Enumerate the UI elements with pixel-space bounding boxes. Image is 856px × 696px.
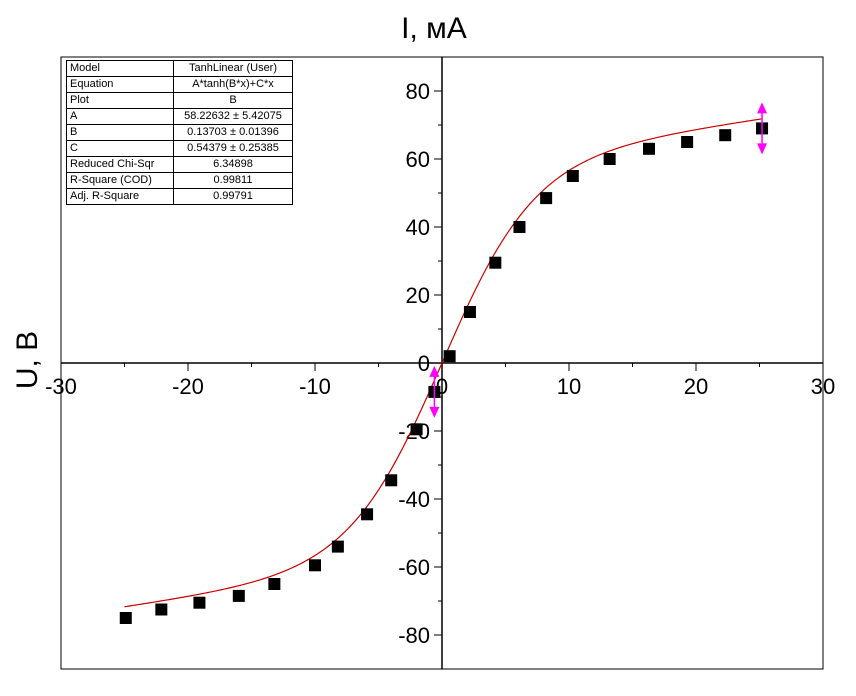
fit-table-value: TanhLinear (User): [173, 60, 293, 77]
data-point: [193, 596, 206, 609]
fit-table-value: 6.34898: [173, 156, 293, 173]
x-tick-label: -10: [299, 374, 331, 399]
fit-table-key: Equation: [66, 76, 174, 93]
y-tick-label: -60: [398, 555, 430, 580]
fit-table-value: 0.54379 ± 0.25385: [173, 140, 293, 157]
fit-table-key: Plot: [66, 92, 174, 109]
fit-table-row: Reduced Chi-Sqr 6.34898: [66, 156, 293, 173]
data-point: [268, 578, 281, 590]
data-point: [513, 221, 526, 233]
y-tick-label: -40: [398, 487, 430, 512]
y-tick-label: 80: [406, 79, 430, 104]
fit-table-value: 58.22632 ± 5.42075: [173, 108, 293, 125]
fit-table-value: A*tanh(B*x)+C*x: [173, 76, 293, 93]
data-point: [463, 306, 476, 318]
axis-ticks: [60, 56, 824, 670]
data-point: [643, 142, 656, 155]
range-marker-arrowhead-up: [757, 102, 768, 114]
y-tick-label: 0: [418, 351, 430, 376]
data-point: [603, 153, 616, 165]
range-marker-arrow: [757, 102, 768, 155]
range-markers: [429, 102, 768, 418]
x-tick-label: 30: [811, 374, 835, 399]
x-tick-label: -30: [45, 374, 77, 399]
fit-table-row: Adj. R-Square 0.99791: [66, 188, 293, 205]
fit-table-row: C 0.54379 ± 0.25385: [66, 140, 293, 157]
data-point: [489, 256, 502, 269]
x-tick-label: -20: [172, 374, 204, 399]
fit-table-row: R-Square (COD) 0.99811: [66, 172, 293, 189]
range-marker-arrowhead-down: [429, 406, 440, 418]
x-axis-title: I, мА: [401, 12, 467, 45]
fit-table-value: 0.13703 ± 0.01396: [173, 124, 293, 141]
y-tick-label: -80: [398, 623, 430, 648]
fit-table-row: Equation A*tanh(B*x)+C*x: [66, 76, 293, 93]
data-point: [119, 612, 132, 624]
range-marker-arrowhead-up: [429, 365, 440, 377]
fit-curve: [124, 118, 763, 608]
range-marker-arrowhead-down: [757, 143, 768, 155]
fit-table-key: C: [66, 140, 174, 157]
fit-table-row: B 0.13703 ± 0.01396: [66, 124, 293, 141]
fit-table-key: A: [66, 108, 174, 125]
y-axis-title: U, В: [11, 331, 44, 389]
fit-table-key: B: [66, 124, 174, 141]
data-point: [410, 423, 423, 436]
fit-results-table: Model TanhLinear (User) Equation A*tanh(B*x…: [66, 60, 293, 205]
fit-table-value: 0.99811: [173, 172, 293, 189]
fit-table-row: A 58.22632 ± 5.42075: [66, 108, 293, 125]
data-point: [681, 136, 694, 148]
data-point: [309, 559, 321, 572]
data-point: [443, 350, 456, 363]
fit-table-value: 0.99791: [173, 188, 293, 205]
fit-table-key: Reduced Chi-Sqr: [66, 156, 174, 173]
data-point: [232, 589, 245, 602]
data-point: [361, 508, 374, 521]
range-marker-arrow: [429, 365, 440, 418]
fit-table-key: Adj. R-Square: [66, 188, 174, 205]
x-tick-label: 20: [684, 374, 708, 399]
data-point: [155, 603, 168, 616]
y-tick-label: 20: [406, 283, 430, 308]
x-tick-label: 10: [557, 374, 581, 399]
data-point: [331, 540, 344, 553]
fit-table-value: B: [173, 92, 293, 109]
y-tick-label: 60: [406, 147, 430, 172]
data-points: [119, 122, 769, 624]
data-point: [566, 170, 579, 182]
data-point: [385, 474, 398, 487]
fit-table-key: Model: [66, 60, 174, 77]
fit-table-row: Model TanhLinear (User): [66, 60, 293, 77]
fit-table-key: R-Square (COD): [66, 172, 174, 189]
data-point: [719, 129, 732, 142]
y-tick-label: 40: [406, 215, 430, 240]
fit-table-row: Plot B: [66, 92, 293, 109]
data-point: [540, 192, 553, 205]
